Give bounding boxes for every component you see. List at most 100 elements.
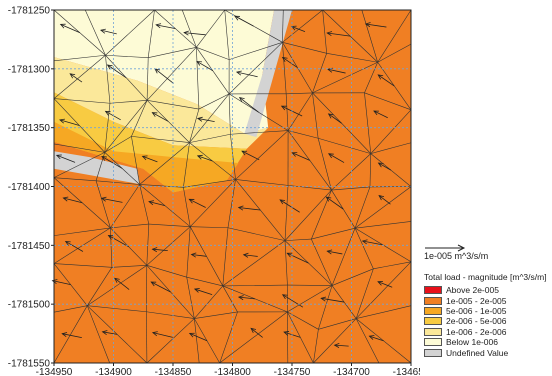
mesh-edge [87, 305, 147, 313]
mesh-edge [284, 240, 288, 286]
legend-label: Above 2e-005 [446, 285, 499, 296]
mesh-edge [370, 142, 412, 154]
mesh-edge [311, 238, 333, 286]
legend-label: 5e-006 - 1e-005 [446, 305, 507, 316]
load-vector [373, 110, 388, 119]
mesh-edge [189, 108, 200, 143]
mesh-edge [181, 9, 197, 48]
mesh-edge [148, 223, 191, 227]
mesh-edge [189, 226, 224, 287]
mesh-edge [227, 179, 236, 228]
mesh-edge [105, 55, 111, 104]
mesh-edge [227, 227, 286, 241]
mesh-edge [186, 226, 191, 278]
load-vector-head [327, 153, 334, 159]
mesh-edge [326, 52, 378, 63]
mesh-edge [313, 318, 357, 364]
load-vector-head [235, 70, 242, 76]
mesh-edge [146, 311, 148, 364]
gridlines [54, 10, 411, 363]
legend-item: 2e-006 - 5e-006 [424, 316, 550, 326]
region-4 [54, 151, 140, 185]
load-vector [60, 23, 80, 33]
mesh-edge [194, 318, 200, 364]
load-vector-head [188, 332, 195, 338]
mesh-edge [317, 138, 332, 191]
legend-label: 2e-006 - 5e-006 [446, 316, 507, 327]
mesh-edge [147, 100, 199, 110]
load-vector [365, 23, 387, 28]
load-vector [378, 162, 392, 171]
mesh-edge [53, 152, 105, 178]
mesh-edge [53, 143, 105, 153]
mesh-edge [110, 184, 140, 229]
mesh-edge [355, 318, 380, 364]
load-vector [152, 332, 173, 338]
mesh-edge [354, 186, 371, 229]
load-vector [243, 254, 258, 257]
load-vector-head [59, 118, 65, 124]
mesh-edge [53, 227, 111, 236]
mesh-edge [146, 100, 190, 143]
load-vector [156, 24, 176, 30]
mesh-edge [355, 261, 412, 319]
mesh-edge [377, 43, 412, 63]
load-vector [287, 252, 309, 264]
load-vector [236, 71, 258, 78]
load-vector [151, 281, 171, 293]
mesh-edge [189, 133, 231, 143]
mesh-edge [139, 184, 184, 188]
mesh-edge [147, 9, 155, 58]
load-vector-head [151, 331, 158, 337]
mesh-edge [222, 285, 238, 313]
mesh-edge [146, 265, 187, 278]
load-vector-head [378, 195, 385, 201]
load-vector-head [61, 332, 68, 338]
load-vector-head [281, 294, 288, 300]
mesh-edge [331, 268, 374, 286]
load-vector-head [51, 279, 58, 285]
legend-item: Above 2e-005 [424, 285, 550, 295]
legend-swatch [424, 348, 442, 357]
mesh-edge [282, 42, 287, 94]
load-vector-head [368, 335, 375, 340]
mesh-edge [146, 311, 195, 319]
load-vector [238, 207, 261, 211]
load-vector [142, 155, 158, 163]
load-vector-head [151, 247, 158, 253]
mesh-edge [224, 9, 230, 60]
legend-swatch [424, 286, 442, 295]
y-tick-label: -1781450 [8, 241, 51, 252]
legend-swatch [424, 327, 442, 336]
mesh-edge [312, 53, 327, 93]
load-vector-head [150, 281, 157, 287]
load-vector-head [148, 200, 155, 206]
mesh-edge [53, 177, 97, 182]
mesh-edge [131, 136, 190, 143]
load-vector-head [183, 30, 189, 36]
mesh-edge [111, 265, 147, 268]
legend-swatch [424, 338, 442, 347]
mesh-edge [318, 285, 333, 330]
mesh-edge [198, 93, 230, 110]
mesh-edge [183, 187, 191, 227]
load-vector [292, 152, 310, 161]
load-vector-head [242, 252, 249, 258]
mesh-edge [354, 186, 412, 229]
mesh-edge [194, 285, 224, 319]
load-vector-head [238, 96, 245, 103]
mesh-edge [318, 318, 357, 330]
load-vector-head [155, 23, 162, 29]
load-vector-head [104, 110, 111, 116]
mesh-edge [53, 54, 106, 62]
mesh-edge [84, 9, 106, 56]
legend-items: Above 2e-005 1e-005 - 2e-005 5e-006 - 1e-0… [424, 285, 550, 358]
mesh-edge [355, 268, 374, 319]
load-vector [107, 64, 127, 79]
mesh-edge [355, 221, 412, 229]
mesh-edge [369, 153, 372, 187]
mesh-edge [282, 9, 284, 43]
load-vector-head [188, 198, 195, 204]
load-vector-head [64, 240, 71, 246]
mesh-edge [110, 223, 149, 229]
